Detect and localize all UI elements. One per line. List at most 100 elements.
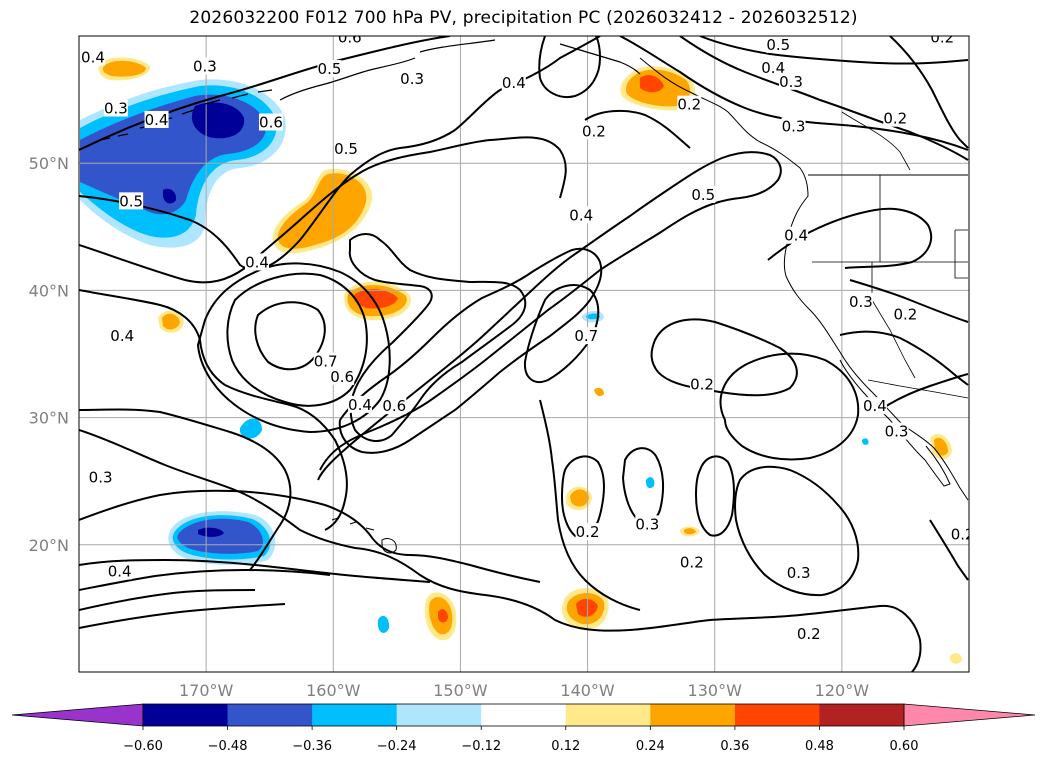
colorbar-tick-label: 0.48: [805, 739, 834, 754]
contour-label-bg: [144, 110, 169, 128]
contour-label-bg: [569, 206, 594, 224]
colorbar-segment: [481, 704, 567, 726]
negative-precip-area: [378, 615, 390, 633]
contour-label-bg: [950, 525, 969, 543]
canada-interior: [841, 111, 911, 171]
lat-tick-label: 50°N: [29, 154, 69, 173]
colorbar-tick-label: −0.60: [123, 739, 163, 754]
pv-contour: [317, 151, 782, 481]
pv-contour: [79, 429, 922, 672]
colorbar-segment: [650, 704, 736, 726]
contour-label: 0.3: [849, 293, 873, 311]
contour-label-bg: [330, 367, 355, 385]
contour-label-bg: [883, 109, 908, 127]
contour-label: 0.5: [766, 36, 790, 54]
contour-label: 0.7: [574, 327, 598, 345]
positive-precip-area: [640, 75, 664, 93]
lat-tick-label: 20°N: [29, 536, 69, 555]
contour-label: 0.2: [797, 625, 821, 643]
contour-label-bg: [334, 140, 358, 158]
contour-label-bg: [258, 113, 283, 131]
contour-label: 0.4: [569, 206, 593, 224]
positive-precip-area: [162, 313, 180, 330]
positive-precip-area: [102, 60, 146, 77]
pv-contour: [538, 36, 602, 98]
contour-label-bg: [848, 292, 873, 310]
pv-contour: [79, 136, 567, 284]
contour-label: 0.3: [885, 423, 909, 441]
latitude-labels: 20°N 30°N 40°N 50°N: [29, 154, 69, 555]
colorbar-segment: [143, 704, 229, 726]
contour-label: 0.3: [782, 117, 806, 135]
contour-label: 0.4: [108, 563, 132, 581]
positive-precip-area: [594, 387, 604, 397]
positive-precip-area: [354, 289, 398, 309]
contour-label-bg: [581, 122, 606, 140]
contour-label-bg: [382, 397, 407, 415]
pv-contour: [79, 408, 292, 571]
pv-contour: [849, 279, 969, 323]
contour-label: 0.5: [119, 192, 143, 210]
alaska-coast: [419, 39, 641, 75]
lon-tick-label: 160°W: [306, 681, 361, 700]
pv-contour: [226, 272, 368, 407]
hawaii-island: [331, 517, 397, 554]
positive-precip-area: [934, 437, 948, 456]
contour-label-bg: [930, 36, 955, 46]
negative-precip-area: [646, 477, 655, 489]
contour-label: 0.2: [883, 110, 907, 128]
contour-label: 0.2: [677, 96, 701, 114]
contour-label: 0.4: [863, 397, 887, 415]
pv-contour: [196, 262, 391, 434]
contour-label-bg: [313, 352, 338, 370]
contour-label: 0.7: [314, 353, 338, 371]
contour-label: 0.4: [245, 253, 269, 271]
pv-contour: [767, 207, 933, 269]
pv-contour: [79, 489, 541, 583]
contour-label-bg: [635, 515, 660, 533]
contour-label: 0.2: [680, 554, 704, 572]
colorbar-segment: [312, 704, 398, 726]
colorbar-tick-label: −0.12: [461, 739, 501, 754]
contour-label-bg: [781, 117, 806, 135]
contour-label-bg: [893, 305, 918, 323]
contour-label: 0.6: [338, 28, 362, 46]
pv-contour: [584, 109, 691, 149]
colorbar-segment: [227, 704, 313, 726]
pv-contour: [79, 568, 331, 591]
contour-label-bg: [796, 624, 821, 642]
pv-contour: [719, 352, 860, 461]
contour-label: 0.4: [348, 396, 372, 414]
pv-contour: [621, 447, 665, 524]
colorbar-frame: [142, 703, 905, 727]
pv-contour: [879, 373, 969, 411]
figure-title: 2026032200 F012 700 hPa PV, precipitatio…: [189, 8, 858, 28]
contour-label-bg: [766, 36, 791, 53]
precipitation-shading: [80, 57, 962, 664]
contour-label-bg: [575, 523, 600, 541]
contour-label: 0.4: [784, 227, 808, 245]
contour-label: 0.2: [951, 526, 975, 544]
negative-precip-area: [586, 313, 600, 320]
lat-tick-label: 30°N: [29, 409, 69, 428]
contour-label: 0.2: [930, 28, 954, 46]
contour-label-bg: [786, 563, 811, 581]
lon-tick-label: 170°W: [179, 681, 234, 700]
colorbar-tick-label: −0.48: [208, 739, 248, 754]
positive-precip-area: [950, 653, 962, 664]
colorbar-segment: [734, 704, 820, 726]
contour-label-bg: [501, 74, 526, 92]
colorbar: −0.60 −0.48 −0.36 −0.24 −0.12 0.12 0.24 0.36 0.4…: [11, 703, 1036, 754]
pv-contour: [734, 465, 860, 597]
contour-label-bg: [779, 72, 803, 90]
negative-precip-area: [198, 527, 224, 537]
positive-precip-area: [684, 528, 696, 535]
colorbar-tick-label: 0.36: [720, 739, 749, 754]
contour-label: 0.6: [330, 368, 354, 386]
negative-precip-area: [163, 188, 177, 204]
positive-precip-area: [438, 609, 448, 623]
contour-label-bg: [337, 36, 362, 46]
mexico-border: [867, 379, 969, 399]
lat-tick-label: 40°N: [29, 281, 69, 300]
